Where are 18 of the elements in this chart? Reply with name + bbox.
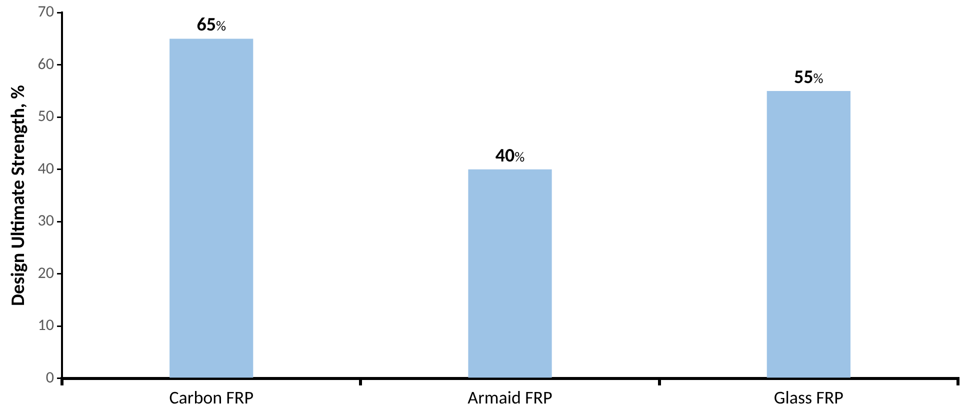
y-tick-label: 50 xyxy=(38,107,54,126)
data-label: 40% xyxy=(495,144,525,168)
x-tick-label: Glass FRP xyxy=(774,386,844,409)
y-tick-label: 30 xyxy=(38,212,54,231)
y-tick-label: 10 xyxy=(38,316,54,336)
bar xyxy=(766,90,850,378)
y-tick-label: 0 xyxy=(46,368,54,388)
data-label: 65% xyxy=(196,14,226,37)
x-tick-label: Armaid FRP xyxy=(468,386,552,409)
y-tick-label: 70 xyxy=(38,2,54,22)
y-tick-label: 40 xyxy=(38,159,54,178)
y-tick-label: 60 xyxy=(38,54,54,74)
bar xyxy=(468,169,552,378)
bar xyxy=(170,38,254,378)
y-tick-label: 20 xyxy=(38,264,54,283)
x-tick-label: Carbon FRP xyxy=(169,386,254,409)
data-label: 55% xyxy=(794,66,824,89)
y-axis-title: Design Ultimate Strength, % xyxy=(7,84,30,306)
